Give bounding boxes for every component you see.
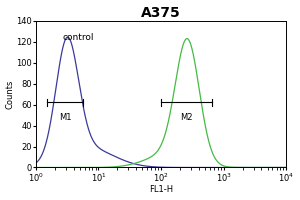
Y-axis label: Counts: Counts [6,79,15,109]
Text: M1: M1 [59,113,71,122]
X-axis label: FL1-H: FL1-H [149,185,173,194]
Text: M2: M2 [181,113,193,122]
Title: A375: A375 [141,6,181,20]
Text: control: control [62,33,94,42]
